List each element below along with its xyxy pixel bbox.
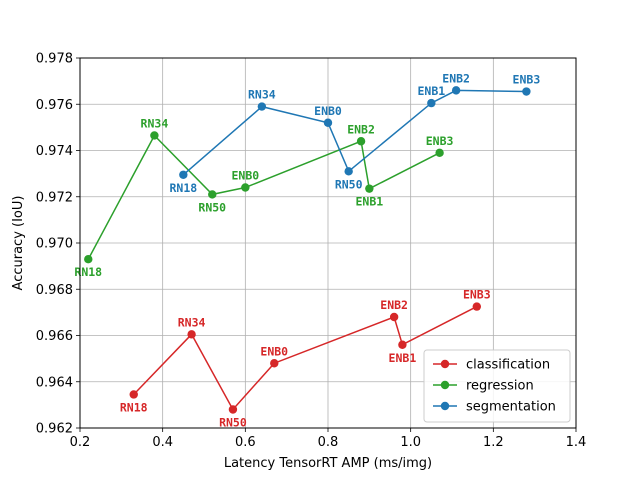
segmentation-point [257, 102, 267, 111]
segmentation-point [427, 98, 436, 108]
classification-point [129, 390, 138, 399]
regression-point [241, 183, 250, 192]
legend-entry-label: segmentation [466, 400, 556, 415]
classification-point-label: RN18 [120, 400, 148, 414]
segmentation-point [451, 86, 461, 95]
series-regression: RN18 RN34 RN50 ENB0 ENB2 ENB1 ENB3 [74, 116, 453, 279]
regression-point-label: RN34 [141, 116, 169, 130]
regression-point-label: ENB1 [355, 195, 383, 209]
classification-point-label: ENB0 [260, 344, 288, 358]
regression-point-label: RN50 [198, 200, 226, 214]
classification-point [472, 302, 481, 311]
segmentation-point-label: RN18 [169, 181, 197, 195]
x-tick-label: 1.4 [566, 435, 587, 450]
series-classification: RN18 RN34 RN50 ENB0 ENB2 ENB1 ENB3 [120, 288, 491, 430]
legend: classification regression segmentation [423, 349, 571, 423]
series-layer: RN18RN34RN50ENB0ENB2ENB1ENB3RN18RN34RN50… [74, 71, 540, 429]
classification-point [270, 359, 279, 368]
x-tick-label: 0.2 [70, 435, 91, 450]
y-axis-label: Accuracy (IoU) [11, 196, 26, 291]
segmentation-point-label: ENB0 [314, 104, 342, 118]
segmentation-point-label: ENB3 [513, 73, 541, 87]
classification-point-label: ENB3 [463, 288, 491, 302]
y-tick-label: 0.962 [36, 422, 73, 437]
regression-point-label: ENB0 [231, 169, 259, 183]
y-tick-label: 0.970 [36, 237, 73, 252]
regression-point [435, 148, 444, 158]
legend-swatch-marker [440, 401, 450, 411]
segmentation-point-label: ENB1 [417, 84, 445, 98]
legend-entry-label: regression [466, 379, 534, 394]
classification-point [398, 340, 407, 349]
legend-box [423, 349, 571, 423]
segmentation-point [323, 118, 333, 127]
regression-point [356, 137, 366, 146]
axis-ticks: 0.2 0.4 0.6 0.8 1.0 1.2 1.4 0.962 0.964 0.966 0.96… [36, 52, 587, 451]
legend-swatch-marker [440, 380, 450, 390]
regression-point-label: ENB3 [426, 134, 454, 148]
segmentation-point-label: ENB2 [442, 71, 470, 85]
x-tick-label: 0.6 [235, 435, 256, 450]
classification-point [187, 330, 196, 339]
regression-point [208, 190, 217, 199]
segmentation-point [179, 170, 188, 179]
x-tick-label: 1.2 [483, 435, 504, 450]
y-tick-label: 0.972 [36, 190, 73, 205]
x-tick-label: 0.4 [152, 435, 173, 450]
legend-swatch-marker [440, 359, 450, 369]
regression-point [365, 184, 374, 193]
segmentation-point-label: RN50 [335, 177, 363, 191]
y-tick-label: 0.964 [36, 375, 73, 390]
classification-point-label: ENB2 [380, 298, 408, 312]
regression-point [150, 131, 159, 140]
classification-point-label: RN34 [178, 315, 206, 329]
classification-point [228, 405, 238, 414]
y-tick-label: 0.966 [36, 329, 73, 344]
regression-point-label: ENB2 [347, 122, 375, 136]
y-tick-label: 0.968 [36, 283, 73, 298]
y-tick-label: 0.978 [36, 52, 73, 67]
x-tick-label: 1.0 [400, 435, 421, 450]
segmentation-point [522, 87, 531, 96]
classification-point-label: ENB1 [389, 351, 417, 365]
segmentation-point [344, 167, 353, 176]
classification-point-label: RN50 [219, 416, 247, 430]
segmentation-point-label: RN34 [248, 88, 276, 102]
y-tick-label: 0.974 [36, 144, 73, 159]
x-tick-label: 0.8 [318, 435, 339, 450]
regression-point [84, 254, 93, 264]
x-axis-label: Latency TensorRT AMP (ms/img) [224, 456, 432, 471]
y-tick-label: 0.976 [36, 98, 73, 113]
regression-point-label: RN18 [74, 265, 102, 279]
legend-entry-label: classification [466, 358, 550, 373]
classification-point [389, 312, 399, 322]
